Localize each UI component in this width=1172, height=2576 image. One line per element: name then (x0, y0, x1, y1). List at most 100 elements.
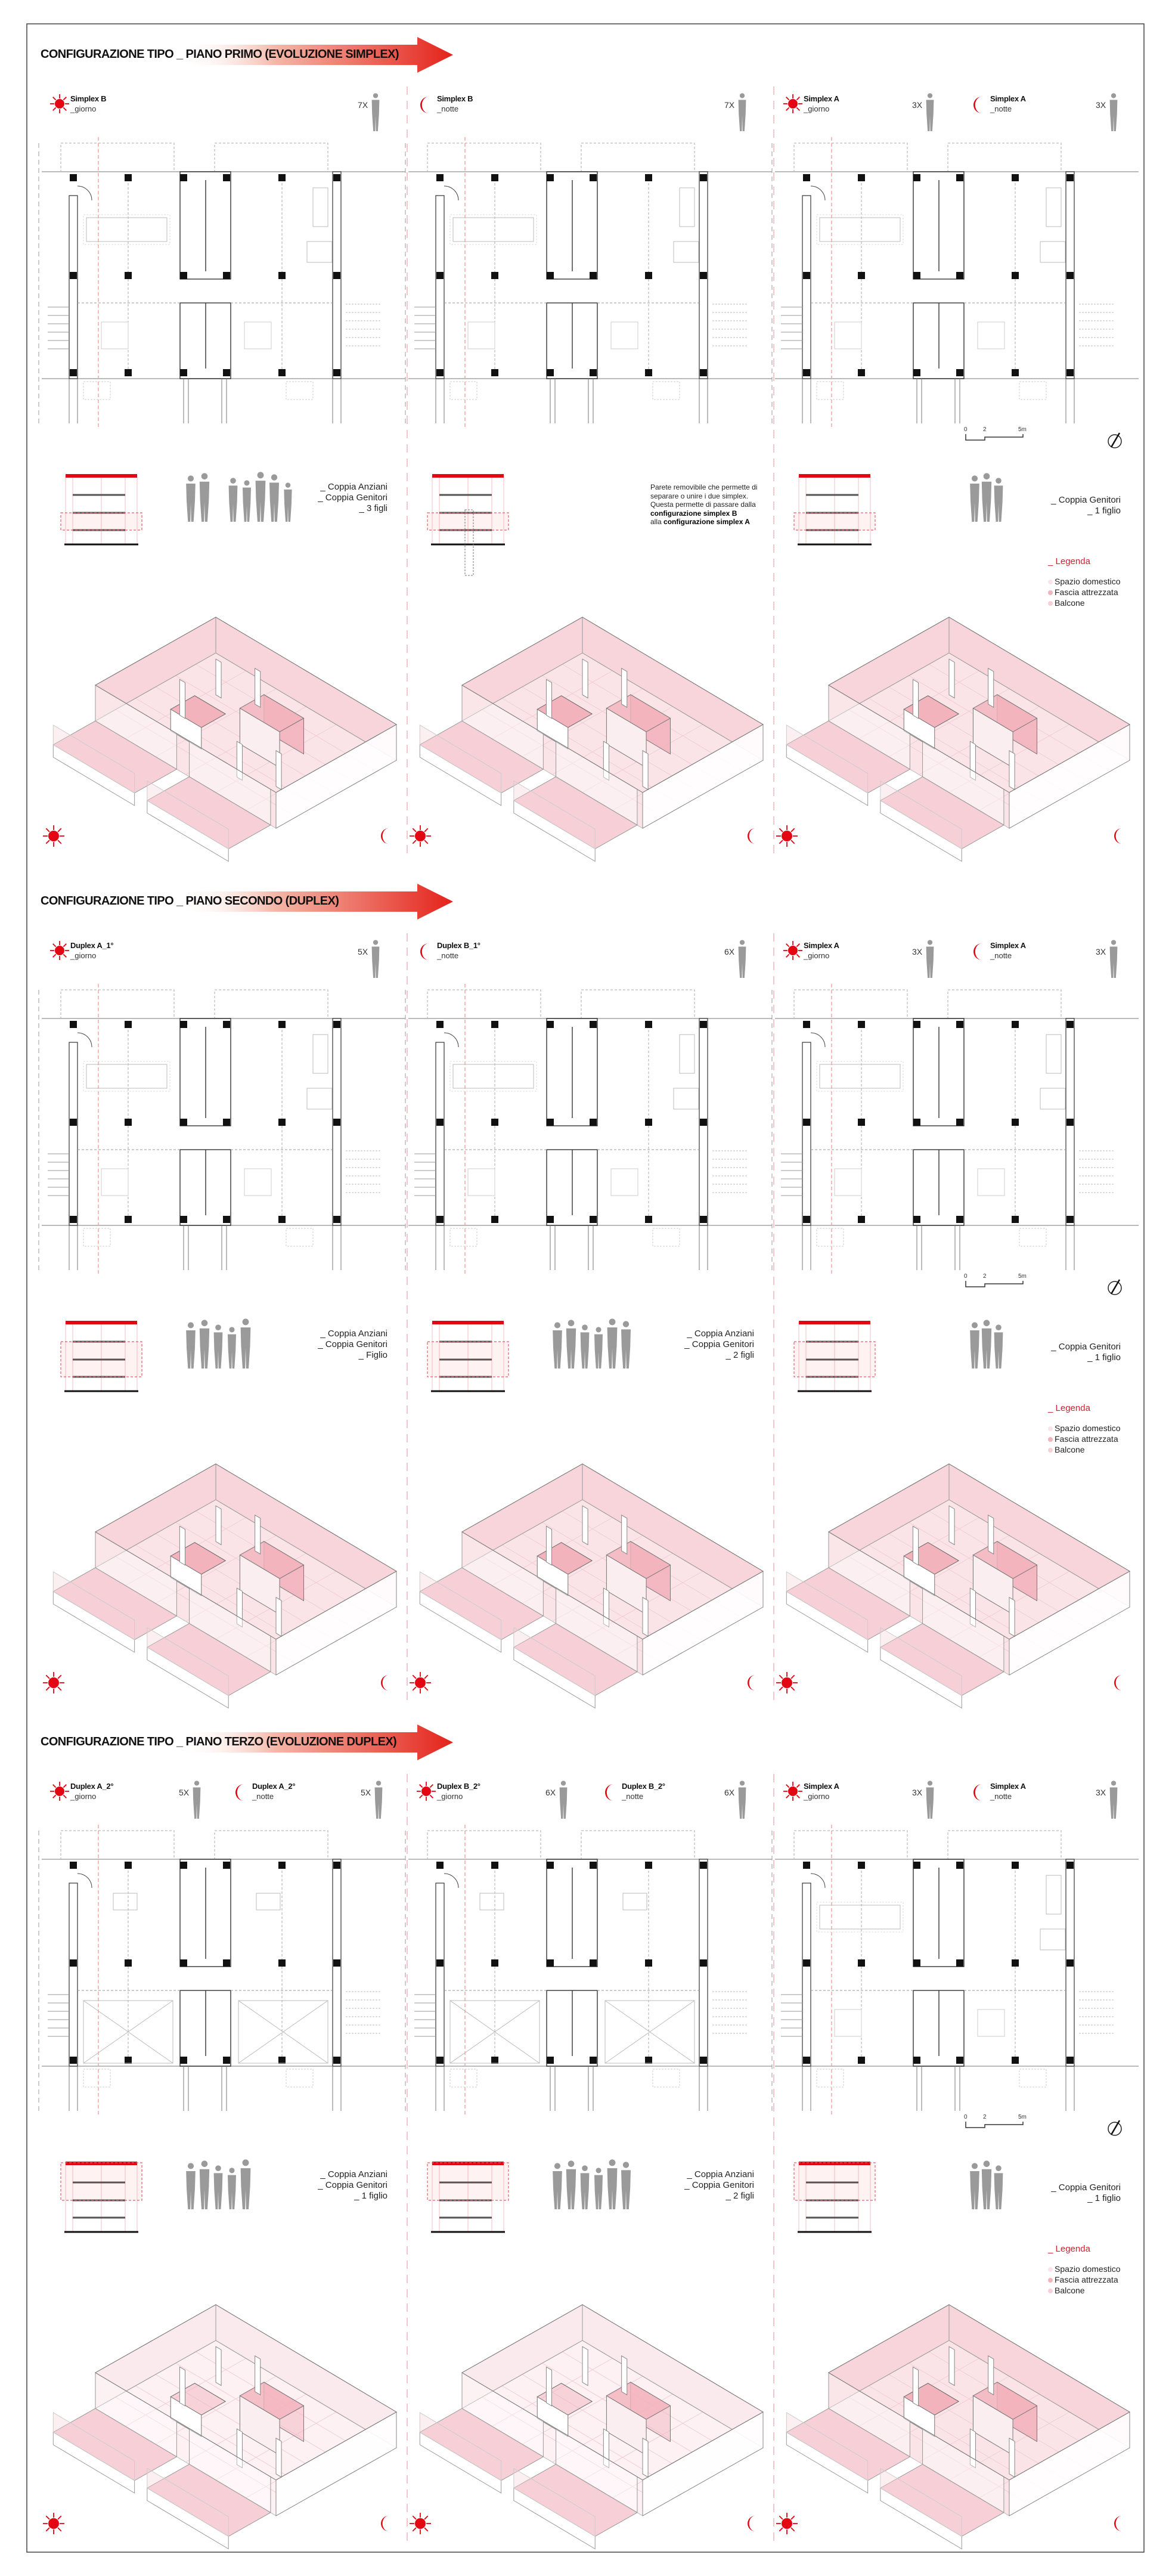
floor-grid (115, 2397, 296, 2505)
structural-column (956, 1119, 963, 1126)
sun-disc (421, 1787, 431, 1796)
structural-column (70, 272, 77, 279)
person-silhouette (240, 1318, 251, 1368)
chairs (83, 214, 170, 245)
unit-period: _giorno (804, 1792, 830, 1801)
person-silhouette (566, 2160, 576, 2209)
chairs (816, 1061, 904, 1092)
floor-plan (38, 984, 405, 1276)
removable-wall-note: Parete removibile che permette di separar… (650, 483, 757, 527)
balcony-furniture (83, 2069, 111, 2088)
building-section-diagram (793, 2162, 876, 2233)
head (194, 1781, 200, 1786)
door-swing (77, 185, 92, 201)
person-scale-icon (374, 1781, 383, 1819)
legend-swatch (1048, 601, 1053, 606)
structural-column (180, 2057, 187, 2064)
sun-ray (57, 1686, 62, 1691)
door-swing (810, 185, 826, 201)
sun-ray (796, 1784, 800, 1788)
unit-name: Simplex A (990, 1782, 1026, 1791)
sun-ray (424, 828, 429, 832)
structural-column (547, 369, 554, 376)
wall-fin (988, 2355, 994, 2396)
sun-ray (45, 1674, 50, 1679)
floor-plan (771, 984, 1139, 1276)
structural-column (858, 1959, 865, 1967)
structural-column (436, 1021, 444, 1028)
body (607, 2168, 618, 2209)
sun-ray (57, 1674, 62, 1679)
person-silhouette (580, 2165, 590, 2209)
wall-fin (545, 1525, 552, 1566)
head (373, 940, 379, 945)
structural-column (803, 369, 810, 376)
moon-crescent (748, 1675, 755, 1691)
desk (306, 241, 333, 263)
body (186, 484, 196, 522)
sun-ray (45, 2515, 50, 2520)
sofa (312, 1034, 328, 1074)
door-swing (444, 185, 459, 201)
unit-name: Duplex A_2° (252, 1782, 296, 1791)
balcony-furniture (449, 381, 478, 400)
floor-grid (482, 2397, 663, 2505)
unit-count: 3X (912, 1788, 923, 1797)
balcony-railing (52, 2412, 135, 2481)
current-floor-highlight (60, 1341, 142, 1377)
floor-plan (405, 1825, 772, 2117)
structural-column (223, 1862, 230, 1869)
structural-column (700, 174, 707, 181)
legend-item: Spazio domestico (1048, 1423, 1121, 1433)
person-silhouette (199, 1320, 210, 1368)
roof-slab (432, 2162, 504, 2165)
head (229, 2168, 235, 2174)
body (926, 946, 934, 978)
structural-column (125, 2057, 132, 2064)
structural-column (1066, 1862, 1074, 1869)
body (970, 484, 979, 522)
balcony-outline (581, 1830, 695, 1860)
structural-column (858, 1021, 865, 1028)
balcony-outline (947, 143, 1062, 172)
sun-ray (429, 1784, 433, 1788)
chairs (449, 1061, 537, 1092)
note-text: configurazione simplex A (663, 518, 750, 526)
floor-grid (848, 2397, 1030, 2505)
structural-column (491, 1021, 498, 1028)
wall-fin (948, 658, 955, 699)
unit-name: Simplex A (990, 94, 1026, 103)
structural-column (180, 1021, 187, 1028)
sun-ray (412, 828, 417, 832)
structural-column (1066, 272, 1074, 279)
sun-ray (63, 1794, 67, 1798)
wall-left (802, 1883, 811, 2067)
person-scale-icon (926, 93, 934, 131)
structural-column (645, 272, 652, 279)
floor-plan (771, 137, 1139, 429)
body (594, 1334, 603, 1368)
sun-icon (783, 94, 802, 113)
moon-crescent (1114, 1675, 1122, 1691)
wall-fin (215, 2346, 222, 2386)
current-floor-highlight (427, 2162, 509, 2201)
legend-swatch (1048, 2278, 1053, 2283)
body (566, 2169, 576, 2209)
structural-column (1066, 1216, 1074, 1223)
body (994, 1332, 1003, 1368)
person-silhouette (994, 478, 1003, 522)
axonometric-view (419, 1463, 764, 1709)
sun-icon (417, 1782, 436, 1801)
body (994, 485, 1003, 522)
moon-crescent (381, 828, 389, 844)
floor-grid (482, 1556, 663, 1664)
balcony-railing (513, 2467, 596, 2537)
balcony-railing (513, 1627, 596, 1696)
moon-crescent (1114, 2516, 1122, 2531)
unit-period: _notte (990, 104, 1012, 113)
person-scale-icon (926, 1781, 934, 1819)
head (983, 1320, 990, 1327)
sun-ray (412, 840, 417, 844)
core-lower-front (537, 1555, 569, 1596)
head (996, 2165, 1002, 2171)
